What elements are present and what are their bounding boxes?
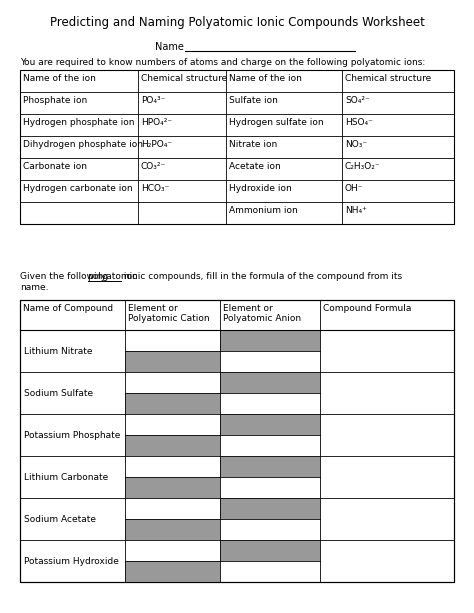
Text: Sodium Sulfate: Sodium Sulfate bbox=[24, 389, 93, 397]
Text: Polyatomic Cation: Polyatomic Cation bbox=[128, 314, 210, 323]
Text: Hydrogen sulfate ion: Hydrogen sulfate ion bbox=[229, 118, 324, 127]
Text: You are required to know numbers of atoms and charge on the following polyatomic: You are required to know numbers of atom… bbox=[20, 58, 425, 67]
Text: polyatomic: polyatomic bbox=[88, 272, 138, 281]
Text: Hydroxide ion: Hydroxide ion bbox=[229, 184, 292, 193]
Text: Element or: Element or bbox=[128, 304, 178, 313]
Text: Sulfate ion: Sulfate ion bbox=[229, 96, 278, 105]
Text: Carbonate ion: Carbonate ion bbox=[23, 162, 87, 171]
Text: H₂PO₄⁻: H₂PO₄⁻ bbox=[141, 140, 172, 149]
Text: SO₄²⁻: SO₄²⁻ bbox=[345, 96, 370, 105]
Bar bbox=[20, 300, 454, 582]
Text: Chemical structure: Chemical structure bbox=[141, 74, 227, 83]
Bar bbox=[220, 330, 320, 351]
Text: PO₄³⁻: PO₄³⁻ bbox=[141, 96, 165, 105]
Bar bbox=[220, 372, 320, 393]
Text: Nitrate ion: Nitrate ion bbox=[229, 140, 277, 149]
Text: Hydrogen carbonate ion: Hydrogen carbonate ion bbox=[23, 184, 133, 193]
Bar bbox=[220, 498, 320, 519]
Text: Lithium Nitrate: Lithium Nitrate bbox=[24, 346, 92, 356]
Bar bbox=[125, 561, 220, 582]
Text: Dihydrogen phosphate ion: Dihydrogen phosphate ion bbox=[23, 140, 143, 149]
Text: C₂H₃O₂⁻: C₂H₃O₂⁻ bbox=[345, 162, 381, 171]
Text: name.: name. bbox=[20, 283, 48, 292]
Text: Phosphate ion: Phosphate ion bbox=[23, 96, 87, 105]
Bar bbox=[125, 351, 220, 372]
Bar bbox=[125, 519, 220, 540]
Text: Predicting and Naming Polyatomic Ionic Compounds Worksheet: Predicting and Naming Polyatomic Ionic C… bbox=[50, 16, 424, 29]
Text: Ammonium ion: Ammonium ion bbox=[229, 206, 298, 215]
Bar bbox=[220, 414, 320, 435]
Text: Name of the ion: Name of the ion bbox=[229, 74, 302, 83]
Text: ionic compounds, fill in the formula of the compound from its: ionic compounds, fill in the formula of … bbox=[121, 272, 402, 281]
Bar bbox=[125, 477, 220, 498]
Text: CO₃²⁻: CO₃²⁻ bbox=[141, 162, 166, 171]
Text: OH⁻: OH⁻ bbox=[345, 184, 364, 193]
Text: Hydrogen phosphate ion: Hydrogen phosphate ion bbox=[23, 118, 135, 127]
Text: Polyatomic Anion: Polyatomic Anion bbox=[223, 314, 301, 323]
Text: Name of Compound: Name of Compound bbox=[23, 304, 113, 313]
Text: Lithium Carbonate: Lithium Carbonate bbox=[24, 473, 108, 481]
Text: Name: Name bbox=[155, 42, 184, 52]
Bar bbox=[220, 540, 320, 561]
Text: Chemical structure: Chemical structure bbox=[345, 74, 431, 83]
Bar bbox=[220, 456, 320, 477]
Text: NO₃⁻: NO₃⁻ bbox=[345, 140, 367, 149]
Bar bbox=[20, 300, 454, 582]
Text: HPO₄²⁻: HPO₄²⁻ bbox=[141, 118, 172, 127]
Text: Potassium Hydroxide: Potassium Hydroxide bbox=[24, 557, 119, 566]
Text: Element or: Element or bbox=[223, 304, 273, 313]
Text: Potassium Phosphate: Potassium Phosphate bbox=[24, 430, 120, 440]
Text: Sodium Acetate: Sodium Acetate bbox=[24, 514, 96, 524]
Bar bbox=[20, 70, 454, 224]
Bar bbox=[125, 435, 220, 456]
Text: HSO₄⁻: HSO₄⁻ bbox=[345, 118, 373, 127]
Text: HCO₃⁻: HCO₃⁻ bbox=[141, 184, 169, 193]
Text: Compound Formula: Compound Formula bbox=[323, 304, 411, 313]
Text: Name of the ion: Name of the ion bbox=[23, 74, 96, 83]
Text: Acetate ion: Acetate ion bbox=[229, 162, 281, 171]
Bar bbox=[125, 393, 220, 414]
Text: NH₄⁺: NH₄⁺ bbox=[345, 206, 367, 215]
Text: Given the following: Given the following bbox=[20, 272, 111, 281]
